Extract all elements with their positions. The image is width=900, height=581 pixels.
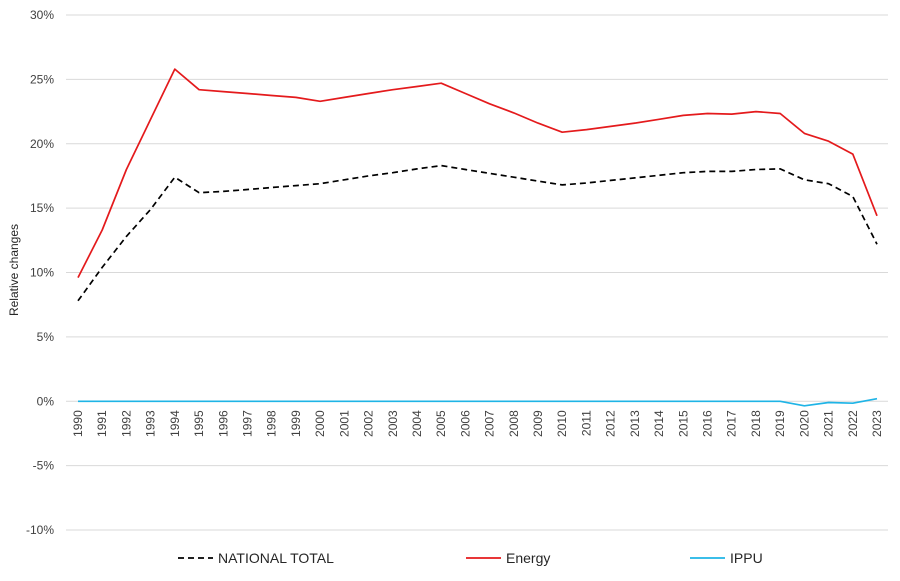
legend-label: NATIONAL TOTAL: [218, 550, 334, 566]
x-tick-label: 2009: [531, 410, 545, 437]
x-tick-label: 2020: [797, 410, 811, 437]
series-line-national-total: [77, 164, 878, 302]
x-tick-label: 2001: [337, 410, 351, 437]
x-tick-label: 2022: [846, 410, 860, 437]
x-tick-label: 2019: [773, 410, 787, 437]
x-tick-label: 1998: [265, 410, 279, 437]
x-tick-label: 2017: [725, 410, 739, 437]
x-tick-label: 2013: [628, 410, 642, 437]
x-tick-label: 2005: [434, 410, 448, 437]
series-line-energy: [77, 68, 878, 278]
y-tick-label: 20%: [30, 137, 54, 151]
y-axis-ticks: 30% 25% 20% 15% 10% 5% 0% -5% -10%: [26, 8, 54, 537]
x-tick-label: 1992: [119, 410, 133, 437]
y-tick-label: 5%: [37, 330, 55, 344]
gridlines: [66, 14, 888, 531]
x-tick-label: 2007: [483, 410, 497, 437]
x-tick-label: 2000: [313, 410, 327, 437]
x-tick-label: 1994: [168, 410, 182, 437]
y-tick-label: 10%: [30, 266, 54, 280]
x-tick-label: 2011: [579, 410, 593, 436]
x-tick-label: 2016: [701, 410, 715, 437]
legend-label: Energy: [506, 550, 550, 566]
x-tick-label: 2004: [410, 410, 424, 437]
x-axis-ticks: 1990 1991 1992 1993 1994 1995 1996 1997 1998 1999…: [71, 410, 884, 437]
x-tick-label: 2006: [458, 410, 472, 437]
x-tick-label: 2021: [822, 410, 836, 437]
x-tick-label: 1996: [216, 410, 230, 437]
y-tick-label: -10%: [26, 523, 54, 537]
series-line-ippu: [78, 397, 878, 407]
y-tick-label: -5%: [33, 459, 55, 473]
y-tick-label: 30%: [30, 8, 54, 22]
x-tick-label: 2015: [676, 410, 690, 437]
legend-label: IPPU: [730, 550, 763, 566]
y-axis-title: Relative changes: [7, 224, 21, 316]
x-tick-label: 2018: [749, 410, 763, 437]
x-tick-label: 1999: [289, 410, 303, 437]
x-tick-label: 1997: [240, 410, 254, 437]
x-tick-label: 1993: [144, 410, 158, 437]
x-tick-label: 1990: [71, 410, 85, 437]
y-tick-label: 25%: [30, 72, 54, 86]
x-tick-label: 1991: [95, 410, 109, 437]
x-tick-label: 2002: [362, 410, 376, 437]
x-tick-label: 1995: [192, 410, 206, 437]
x-tick-label: 2003: [386, 410, 400, 437]
x-tick-label: 2008: [507, 410, 521, 437]
y-tick-label: 15%: [30, 201, 54, 215]
x-tick-label: 2012: [604, 410, 618, 437]
x-tick-label: 2023: [870, 410, 884, 437]
x-tick-label: 2014: [652, 410, 666, 437]
x-tick-label: 2010: [555, 410, 569, 437]
legend: NATIONAL TOTAL Energy IPPU: [178, 550, 763, 566]
series-lines: [77, 68, 878, 407]
y-tick-label: 0%: [37, 394, 55, 408]
